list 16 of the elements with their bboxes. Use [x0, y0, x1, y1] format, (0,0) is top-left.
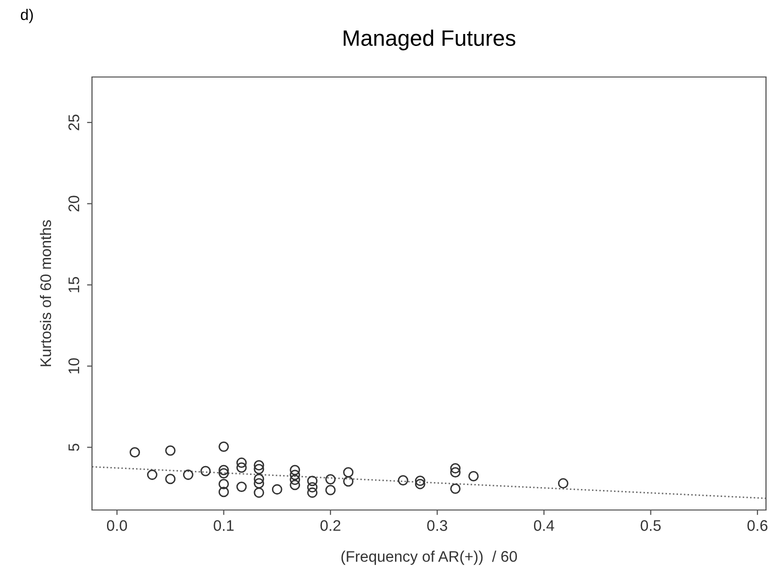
y-tick-label: 20 — [68, 196, 80, 212]
x-tick-label: 0.0 — [106, 520, 127, 531]
x-tick-label: 0.2 — [320, 520, 340, 531]
chart-title: Managed Futures — [344, 30, 516, 50]
x-tick-label: 0.5 — [640, 520, 661, 531]
x-tick-label: 0.3 — [427, 520, 448, 531]
x-tick-label: 0.1 — [214, 520, 234, 531]
x-tick-label: 0.6 — [747, 520, 768, 531]
x-axis-title: (Frequency of AR(+)) / 60 — [341, 550, 517, 565]
y-tick-label: 10 — [68, 358, 80, 374]
y-axis-title: Kurtosis of 60 months — [40, 220, 52, 366]
y-tick-label: 15 — [68, 277, 80, 292]
x-tick-label: 0.4 — [534, 520, 554, 531]
y-tick-label: 5 — [68, 444, 80, 451]
text: d) — [20, 8, 33, 24]
y-tick-label: 25 — [68, 114, 80, 130]
